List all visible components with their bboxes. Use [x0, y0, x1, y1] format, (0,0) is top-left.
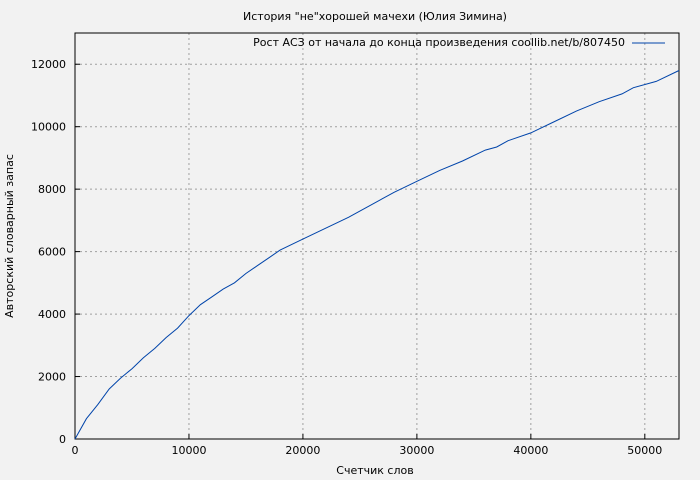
y-tick-label: 0 — [59, 433, 66, 446]
x-axis-label: Счетчик слов — [336, 464, 413, 477]
x-tick-label: 30000 — [399, 444, 434, 457]
x-tick-label: 10000 — [171, 444, 206, 457]
x-tick-label: 0 — [72, 444, 79, 457]
y-tick-label: 8000 — [38, 183, 66, 196]
y-tick-label: 12000 — [31, 58, 66, 71]
y-tick-label: 6000 — [38, 246, 66, 259]
x-tick-label: 50000 — [627, 444, 662, 457]
y-tick-label: 4000 — [38, 308, 66, 321]
chart-title: История "не"хорошей мачехи (Юлия Зимина) — [243, 10, 507, 23]
plot-border — [74, 32, 680, 440]
y-axis-label: Авторский словарный запас — [3, 154, 16, 318]
series-line — [74, 70, 680, 440]
legend-label: Рост АСЗ от начала до конца произведения… — [253, 36, 625, 49]
x-tick-label: 40000 — [513, 444, 548, 457]
y-tick-label: 2000 — [38, 371, 66, 384]
x-tick-label: 20000 — [285, 444, 320, 457]
y-tick-label: 10000 — [31, 121, 66, 134]
